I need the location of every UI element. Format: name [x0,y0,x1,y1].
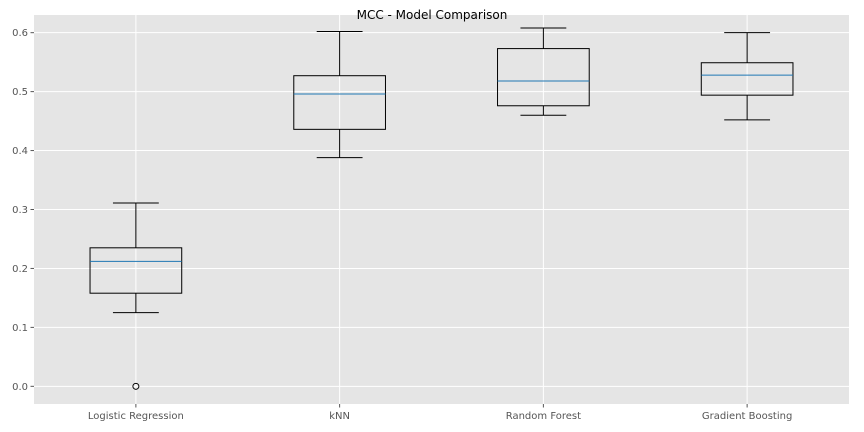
x-axis-ticks: Logistic Regression kNN Random Forest Gradi… [88,404,792,422]
y-tick-label: 0.0 [12,382,28,393]
y-tick-label: 0.1 [12,323,28,334]
x-tick-label: Random Forest [506,411,581,422]
x-tick-label: Logistic Regression [88,411,184,422]
y-tick-label: 0.2 [12,264,28,275]
y-axis-ticks: 0.0 0.1 0.2 0.3 0.4 0.5 0.6 [12,28,34,393]
iqr-box [89,247,183,294]
x-tick-label: kNN [329,411,350,422]
y-tick-label: 0.5 [12,87,28,98]
y-tick-label: 0.4 [12,146,28,157]
iqr-box [497,48,590,107]
iqr-box [700,62,794,96]
boxes [89,27,794,390]
y-tick-label: 0.3 [12,205,28,216]
box-logistic-regression [89,202,183,390]
outlier-point [132,382,140,390]
y-tick-label: 0.6 [12,28,28,39]
box-knn [293,31,386,159]
box-gradient-boosting [700,32,794,121]
grid-lines [34,15,849,404]
x-tick-label: Gradient Boosting [702,411,792,422]
chart-title: MCC - Model Comparison [357,8,508,22]
iqr-box [293,75,386,130]
box-random-forest [497,27,590,116]
